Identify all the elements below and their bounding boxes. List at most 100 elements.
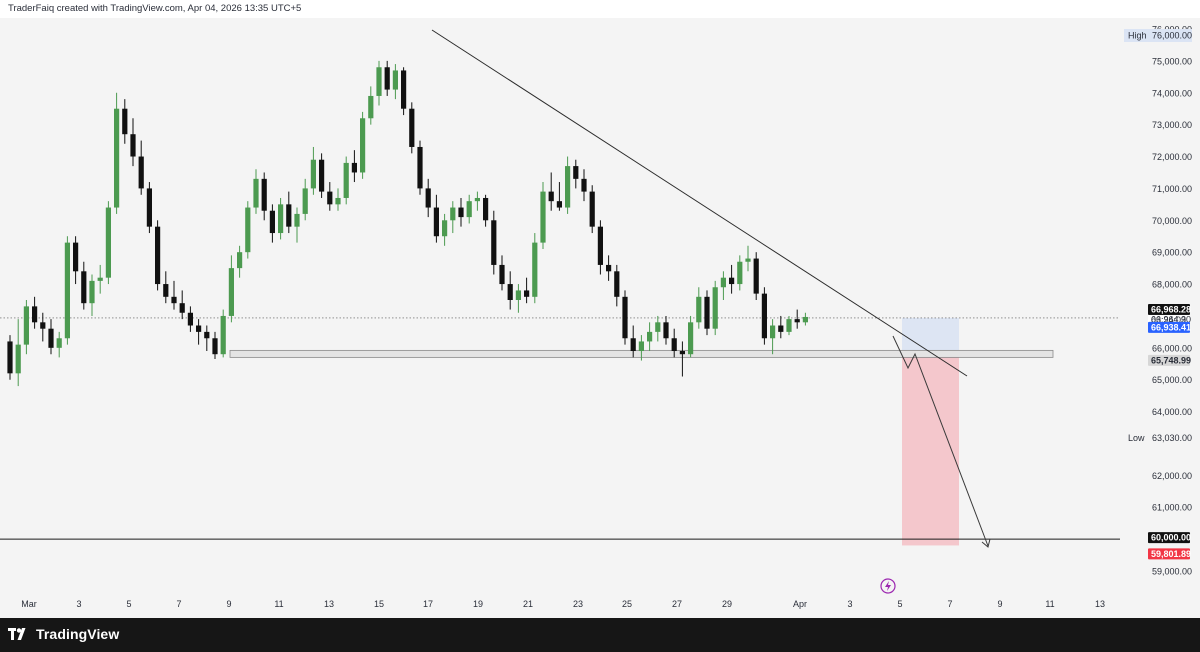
candle-body	[228, 268, 234, 316]
x-tick-label: 5	[897, 599, 902, 609]
candle-body	[770, 325, 776, 339]
x-tick-label: 3	[847, 599, 852, 609]
price-tag-text-prev: 66,964.30	[1151, 315, 1191, 325]
candle-body	[647, 331, 653, 342]
candle-body	[130, 134, 136, 157]
candle-body	[146, 188, 152, 227]
countdown-tag	[1148, 314, 1190, 325]
candle-body	[433, 207, 439, 237]
x-tick-label: Mar	[21, 599, 37, 609]
y-tick-label: 74,000.00	[1152, 88, 1192, 98]
tradingview-logo-icon	[8, 628, 26, 640]
price-tag-text-stop: 59,801.89	[1151, 549, 1191, 559]
drawings-layer	[0, 29, 1120, 594]
candle-body	[786, 319, 792, 332]
candlestick-chart[interactable]: 76,000.00 75,000.00 74,000.00 73,000.00 72,0…	[0, 18, 1200, 618]
candle-body	[556, 201, 562, 208]
candle-body	[630, 338, 636, 352]
candle-body	[761, 293, 767, 339]
candle-body	[532, 242, 538, 297]
candle-body	[187, 312, 193, 326]
low-label-value: 63,030.00	[1152, 433, 1192, 443]
candle-body	[392, 70, 398, 90]
x-tick-label: 13	[1095, 599, 1105, 609]
candle-body	[294, 213, 300, 227]
price-tag-text-target: 60,000.00	[1151, 533, 1191, 543]
candle-body	[302, 188, 308, 214]
candle-body	[655, 322, 661, 332]
candle-body	[720, 277, 726, 288]
candle-body	[696, 296, 702, 323]
attribution-bar: TraderFaiq created with TradingView.com,…	[0, 0, 1200, 18]
time-axis: Mar 3 5 7 9 11 13 15 17 19 21 23 25 27 29 Apr 3 5 7 9 11 13	[21, 599, 1105, 609]
candle-body	[524, 290, 530, 297]
candle-body	[499, 264, 505, 285]
price-tag-stop	[1148, 548, 1190, 560]
candle-body	[122, 108, 128, 135]
candle-body	[138, 156, 144, 189]
candle-body	[745, 258, 751, 262]
candle-body	[335, 197, 341, 205]
candle-body	[622, 296, 628, 339]
candle-body	[48, 328, 54, 348]
x-tick-label: 25	[622, 599, 632, 609]
y-tick-label: 59,000.00	[1152, 567, 1192, 577]
attribution-text: TraderFaiq created with TradingView.com,…	[8, 3, 302, 14]
y-tick-label: 65,000.00	[1152, 375, 1192, 385]
high-label-bg	[1124, 29, 1192, 42]
chart-area[interactable]: 76,000.00 75,000.00 74,000.00 73,000.00 72,0…	[0, 18, 1200, 618]
price-tag-text-entry: 66,938.41	[1151, 322, 1191, 332]
candle-body	[253, 178, 259, 208]
candles-layer	[7, 60, 808, 387]
candle-body	[450, 207, 456, 221]
y-tick-label: 66,000.00	[1152, 343, 1192, 353]
candle-body	[310, 159, 316, 189]
x-tick-label: 27	[672, 599, 682, 609]
projection-arrowhead	[981, 538, 991, 548]
candle-body	[376, 67, 382, 96]
candle-body	[15, 344, 21, 374]
candle-body	[515, 290, 521, 300]
candle-body	[442, 220, 448, 237]
y-tick-label: 61,000.00	[1152, 503, 1192, 513]
candle-body	[73, 242, 79, 272]
candle-body	[278, 204, 284, 234]
candle-body	[491, 220, 497, 265]
footer: TradingView	[0, 618, 1200, 652]
candle-body	[343, 162, 349, 198]
candle-body	[606, 264, 612, 272]
candle-body	[368, 95, 374, 119]
candle-body	[212, 338, 218, 355]
x-tick-label: 19	[473, 599, 483, 609]
price-tag-text-support: 65,748.99	[1151, 355, 1191, 365]
x-tick-label: 5	[126, 599, 131, 609]
candle-body	[89, 280, 95, 304]
price-tag-text-last: 66,968.28	[1151, 304, 1191, 314]
candle-body	[778, 325, 784, 332]
candle-body	[64, 242, 70, 339]
candle-body	[638, 341, 644, 352]
candle-body	[56, 338, 62, 348]
candle-body	[237, 252, 243, 269]
candle-body	[155, 226, 161, 285]
y-tick-label: 72,000.00	[1152, 152, 1192, 162]
candle-body	[589, 191, 595, 227]
brand-name: TradingView	[36, 626, 120, 642]
y-tick-label: 69,000.00	[1152, 248, 1192, 258]
candle-body	[729, 277, 735, 285]
x-tick-label: 15	[374, 599, 384, 609]
candle-body	[565, 166, 571, 208]
candle-body	[204, 331, 210, 339]
x-tick-label: 13	[324, 599, 334, 609]
candle-body	[753, 258, 759, 294]
high-label-tag: High	[1128, 31, 1147, 41]
candle-body	[360, 118, 366, 173]
candle-body	[688, 322, 694, 355]
x-tick-label: 11	[1045, 599, 1054, 609]
x-tick-label: 3	[76, 599, 81, 609]
tradingview-logo[interactable]: TradingView	[8, 626, 119, 642]
candle-body	[663, 322, 669, 339]
y-tick-label: 75,000.00	[1152, 56, 1192, 66]
x-tick-label: 17	[423, 599, 433, 609]
candle-body	[32, 306, 38, 323]
